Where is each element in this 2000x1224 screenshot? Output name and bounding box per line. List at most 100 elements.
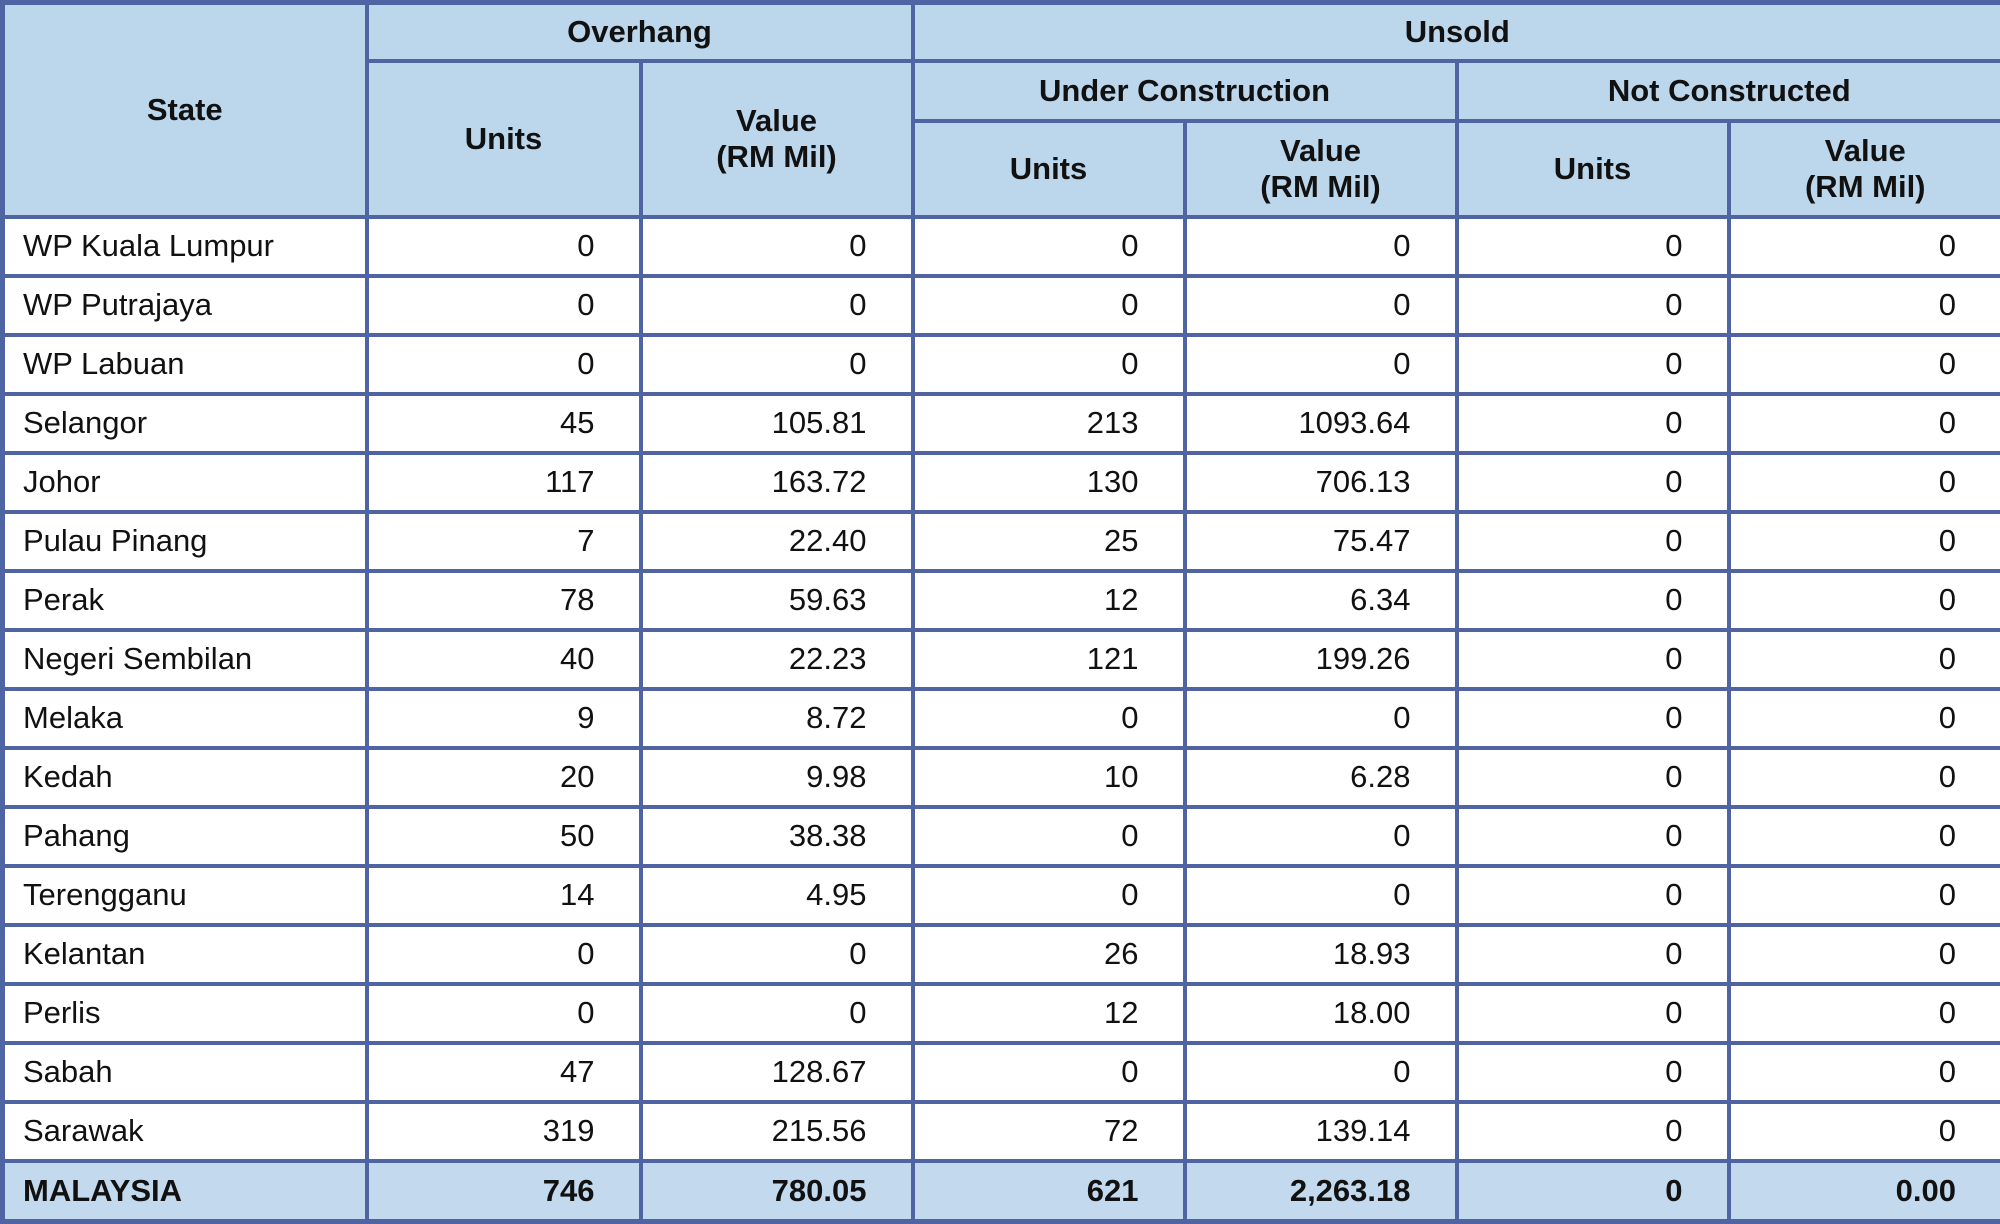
- nc-value-cell: 0: [1729, 984, 2000, 1043]
- nc-units-cell: 0: [1457, 394, 1729, 453]
- nc-value-cell: 0: [1729, 925, 2000, 984]
- nc-units-cell: 0: [1457, 748, 1729, 807]
- uc-units-cell: 0: [913, 335, 1185, 394]
- uc-value-cell: 6.28: [1185, 748, 1457, 807]
- uc-value-cell: 18.00: [1185, 984, 1457, 1043]
- state-cell: Kedah: [3, 748, 367, 807]
- nc-units-cell: 0: [1457, 335, 1729, 394]
- nc-value-cell: 0: [1729, 630, 2000, 689]
- nc-value-cell: 0: [1729, 276, 2000, 335]
- overhang-units-cell: 117: [367, 453, 641, 512]
- uc-value-cell: 0: [1185, 689, 1457, 748]
- col-header-nc-units: Units: [1457, 121, 1729, 217]
- nc-units-cell: 0: [1457, 217, 1729, 276]
- overhang-units-cell: 78: [367, 571, 641, 630]
- state-cell: Sabah: [3, 1043, 367, 1102]
- nc-value-cell: 0: [1729, 748, 2000, 807]
- overhang-value-cell: 59.63: [641, 571, 913, 630]
- nc-units-cell: 0: [1457, 571, 1729, 630]
- uc-units-cell: 25: [913, 512, 1185, 571]
- nc-value-cell: 0: [1729, 335, 2000, 394]
- state-cell: Terengganu: [3, 866, 367, 925]
- nc-value-cell: 0: [1729, 689, 2000, 748]
- overhang-units-cell: 14: [367, 866, 641, 925]
- state-cell: Perak: [3, 571, 367, 630]
- col-header-unsold: Unsold: [913, 3, 2000, 61]
- total-overhang-units-cell: 746: [367, 1161, 641, 1222]
- overhang-value-cell: 38.38: [641, 807, 913, 866]
- nc-units-cell: 0: [1457, 984, 1729, 1043]
- col-header-nc-value: Value (RM Mil): [1729, 121, 2000, 217]
- nc-units-cell: 0: [1457, 866, 1729, 925]
- overhang-units-cell: 20: [367, 748, 641, 807]
- uc-units-cell: 121: [913, 630, 1185, 689]
- state-cell: WP Putrajaya: [3, 276, 367, 335]
- uc-units-cell: 0: [913, 866, 1185, 925]
- overhang-units-cell: 50: [367, 807, 641, 866]
- overhang-value-cell: 0: [641, 335, 913, 394]
- overhang-units-cell: 0: [367, 217, 641, 276]
- overhang-value-cell: 8.72: [641, 689, 913, 748]
- nc-value-cell: 0: [1729, 1043, 2000, 1102]
- nc-units-cell: 0: [1457, 689, 1729, 748]
- header-row-1: State Overhang Unsold: [3, 3, 2000, 61]
- col-header-under-construction: Under Construction: [913, 61, 1457, 121]
- uc-units-cell: 0: [913, 807, 1185, 866]
- nc-units-cell: 0: [1457, 276, 1729, 335]
- overhang-units-cell: 9: [367, 689, 641, 748]
- nc-units-cell: 0: [1457, 1043, 1729, 1102]
- col-header-overhang-units: Units: [367, 61, 641, 217]
- state-cell: Selangor: [3, 394, 367, 453]
- total-uc-value-cell: 2,263.18: [1185, 1161, 1457, 1222]
- col-header-uc-units: Units: [913, 121, 1185, 217]
- uc-value-cell: 0: [1185, 276, 1457, 335]
- nc-units-cell: 0: [1457, 453, 1729, 512]
- nc-value-cell: 0: [1729, 571, 2000, 630]
- col-header-overhang-value: Value (RM Mil): [641, 61, 913, 217]
- uc-units-cell: 72: [913, 1102, 1185, 1161]
- uc-value-cell: 199.26: [1185, 630, 1457, 689]
- total-overhang-value-cell: 780.05: [641, 1161, 913, 1222]
- nc-value-cell: 0: [1729, 512, 2000, 571]
- state-cell: Perlis: [3, 984, 367, 1043]
- col-header-not-constructed: Not Constructed: [1457, 61, 2000, 121]
- overhang-value-cell: 4.95: [641, 866, 913, 925]
- overhang-units-cell: 0: [367, 276, 641, 335]
- uc-value-cell: 0: [1185, 335, 1457, 394]
- overhang-value-cell: 0: [641, 984, 913, 1043]
- overhang-value-cell: 22.23: [641, 630, 913, 689]
- state-cell: Melaka: [3, 689, 367, 748]
- overhang-value-cell: 128.67: [641, 1043, 913, 1102]
- total-row: MALAYSIA 746 780.05 621 2,263.18 0 0.00: [3, 1161, 2000, 1222]
- overhang-value-cell: 0: [641, 925, 913, 984]
- nc-value-cell: 0: [1729, 1102, 2000, 1161]
- uc-units-cell: 12: [913, 984, 1185, 1043]
- col-header-state: State: [3, 3, 367, 217]
- overhang-value-cell: 22.40: [641, 512, 913, 571]
- table-footer: MALAYSIA 746 780.05 621 2,263.18 0 0.00: [3, 1161, 2000, 1222]
- total-uc-units-cell: 621: [913, 1161, 1185, 1222]
- overhang-units-cell: 7: [367, 512, 641, 571]
- uc-value-cell: 139.14: [1185, 1102, 1457, 1161]
- uc-value-cell: 706.13: [1185, 453, 1457, 512]
- nc-value-cell: 0: [1729, 217, 2000, 276]
- overhang-value-cell: 0: [641, 276, 913, 335]
- uc-value-cell: 18.93: [1185, 925, 1457, 984]
- state-cell: Negeri Sembilan: [3, 630, 367, 689]
- overhang-units-cell: 45: [367, 394, 641, 453]
- uc-units-cell: 12: [913, 571, 1185, 630]
- overhang-value-cell: 0: [641, 217, 913, 276]
- overhang-value-cell: 9.98: [641, 748, 913, 807]
